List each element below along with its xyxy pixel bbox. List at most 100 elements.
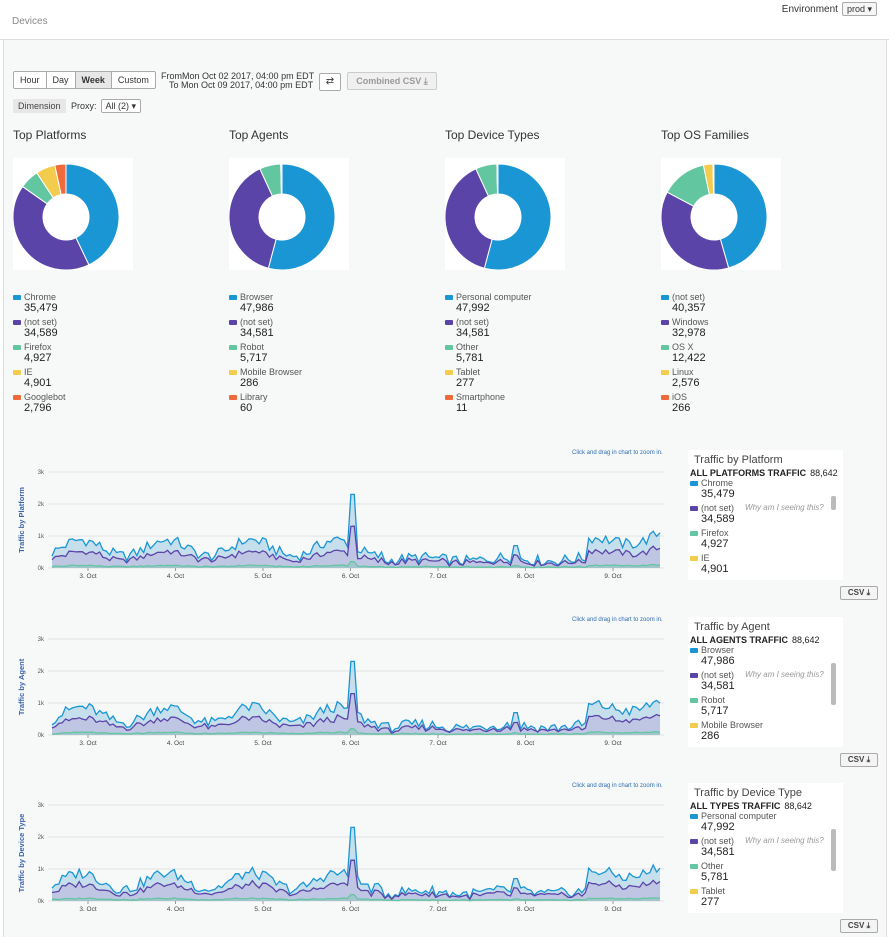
swap-icon[interactable]: ⇄ [319, 73, 341, 91]
legend-item[interactable]: Browser 47,986 [229, 292, 429, 317]
traffic-area-chart[interactable]: 0k 1k 2k 3k Traffic by Device Type 3. Oct 4. O… [12, 795, 672, 915]
zoom-hint: Click and drag in chart to zoom in. [572, 617, 663, 623]
legend-item[interactable]: Firefox 4,927 [13, 342, 213, 367]
donut-slice[interactable] [713, 163, 768, 269]
legend-swatch [229, 369, 237, 375]
side-legend-value: 4,927 [701, 538, 729, 550]
side-legend-item[interactable]: Tablet 277 [688, 886, 843, 911]
x-tick-label: 4. Oct [167, 740, 185, 747]
environment-dropdown[interactable]: prod ▾ [841, 2, 877, 16]
donut-slice[interactable] [13, 185, 90, 270]
side-legend-item[interactable]: Other 5,781 [688, 861, 843, 886]
legend-swatch [445, 369, 453, 375]
legend-item[interactable]: iOS 266 [661, 392, 861, 417]
x-tick-label: 4. Oct [167, 573, 185, 580]
side-legend-item[interactable]: Browser 47,986 [688, 645, 843, 670]
to-value: Mon Oct 09 2017, 04:00 pm EDT [181, 80, 314, 90]
dimension-tab[interactable]: Dimension [13, 99, 66, 113]
legend-item[interactable]: Smartphone 11 [445, 392, 645, 417]
legend-label: Robot [229, 342, 429, 352]
donut-chart[interactable] [229, 158, 349, 270]
legend-name: Googlebot [24, 392, 66, 402]
legend-item[interactable]: (not set) 34,589 [13, 317, 213, 342]
legend-item[interactable]: IE 4,901 [13, 367, 213, 392]
side-legend-item[interactable]: (not set) Why am I seeing this? 34,589 [688, 503, 843, 528]
side-legend-value: 47,992 [701, 821, 735, 833]
why-link[interactable]: Why am I seeing this? [745, 670, 824, 679]
donut-slice[interactable] [661, 191, 730, 270]
donut-slice[interactable] [267, 163, 336, 270]
legend-label: (not set) [661, 292, 861, 302]
legend-swatch [13, 344, 21, 350]
legend-item[interactable]: Library 60 [229, 392, 429, 417]
combined-csv-button[interactable]: Combined CSV ⤓ [347, 72, 437, 90]
donut-chart[interactable] [13, 158, 133, 270]
csv-download-button[interactable]: CSV ⤓ [840, 919, 878, 933]
range-week-button[interactable]: Week [75, 72, 112, 88]
x-tick-label: 8. Oct [517, 740, 535, 747]
donut-slice[interactable] [445, 168, 493, 269]
side-legend-value: 5,781 [701, 871, 729, 883]
legend-item[interactable]: Linux 2,576 [661, 367, 861, 392]
side-legend-item[interactable]: (not set) Why am I seeing this? 34,581 [688, 836, 843, 861]
legend-label: Googlebot [13, 392, 213, 402]
side-legend-item[interactable]: Chrome 35,479 [688, 478, 843, 503]
side-legend-item[interactable]: Personal computer 47,992 [688, 811, 843, 836]
donut-slice[interactable] [229, 168, 277, 269]
legend-label: (not set) [445, 317, 645, 327]
legend-scrollbar[interactable] [831, 663, 836, 705]
legend-item[interactable]: Personal computer 47,992 [445, 292, 645, 317]
proxy-dropdown[interactable]: All (2) ▾ [100, 99, 142, 113]
range-day-button[interactable]: Day [47, 72, 76, 88]
legend-item[interactable]: Other 5,781 [445, 342, 645, 367]
donut-slice[interactable] [54, 163, 67, 196]
side-legend-item[interactable]: IE 4,901 [688, 553, 843, 578]
legend-item[interactable]: Googlebot 2,796 [13, 392, 213, 417]
legend-item[interactable]: Windows 32,978 [661, 317, 861, 342]
side-legend-value: 34,581 [701, 846, 735, 858]
donut-slice[interactable] [483, 163, 552, 270]
traffic-area-chart[interactable]: 0k 1k 2k 3k Traffic by Platform 3. Oct 4. Oct 5… [12, 462, 672, 582]
legend-swatch [690, 530, 698, 536]
legend-item[interactable]: Robot 5,717 [229, 342, 429, 367]
why-link[interactable]: Why am I seeing this? [745, 503, 824, 512]
all-traffic-total: ALL AGENTS TRAFFIC 88,642 [688, 635, 843, 645]
legend-item[interactable]: Mobile Browser 286 [229, 367, 429, 392]
legend-value: 34,581 [456, 327, 490, 339]
legend-item[interactable]: (not set) 40,357 [661, 292, 861, 317]
legend-swatch [13, 394, 21, 400]
donut-slice[interactable] [712, 163, 715, 195]
x-tick-label: 9. Oct [604, 573, 622, 580]
range-custom-button[interactable]: Custom [117, 75, 149, 85]
side-legend-label: (not set) Why am I seeing this? [690, 836, 843, 846]
legend-scrollbar[interactable] [831, 496, 836, 510]
side-legend-name: Firefox [701, 528, 729, 538]
donut-slice[interactable] [65, 163, 120, 266]
all-traffic-label: ALL AGENTS TRAFFIC [690, 635, 788, 645]
legend-item[interactable]: Chrome 35,479 [13, 292, 213, 317]
legend-swatch [661, 394, 669, 400]
legend-item[interactable]: (not set) 34,581 [445, 317, 645, 342]
legend-item[interactable]: OS X 12,422 [661, 342, 861, 367]
csv-download-button[interactable]: CSV ⤓ [840, 586, 878, 600]
x-tick-label: 8. Oct [517, 573, 535, 580]
side-legend-item[interactable]: Firefox 4,927 [688, 528, 843, 553]
donut-chart[interactable] [661, 158, 781, 270]
legend-scrollbar[interactable] [831, 829, 836, 871]
side-legend-item[interactable]: (not set) Why am I seeing this? 34,581 [688, 670, 843, 695]
x-tick-label: 5. Oct [254, 740, 272, 747]
legend-label: Library [229, 392, 429, 402]
side-legend-value: 34,581 [701, 680, 735, 692]
donut-chart-title: Top Agents [229, 128, 289, 142]
traffic-chart-section: Click and drag in chart to zoom in. 0k 1k 2… [4, 783, 888, 933]
legend-item[interactable]: Tablet 277 [445, 367, 645, 392]
donut-legend: (not set) 40,357 Windows 32,978 OS X 12,422 Li… [661, 292, 861, 417]
legend-item[interactable]: (not set) 34,581 [229, 317, 429, 342]
side-legend-item[interactable]: Mobile Browser 286 [688, 720, 843, 745]
traffic-area-chart[interactable]: 0k 1k 2k 3k Traffic by Agent 3. Oct 4. Oct 5. O… [12, 629, 672, 749]
donut-chart[interactable] [445, 158, 565, 270]
why-link[interactable]: Why am I seeing this? [745, 836, 824, 845]
csv-download-button[interactable]: CSV ⤓ [840, 753, 878, 767]
side-legend-item[interactable]: Robot 5,717 [688, 695, 843, 720]
range-hour-button[interactable]: Hour [14, 72, 47, 88]
